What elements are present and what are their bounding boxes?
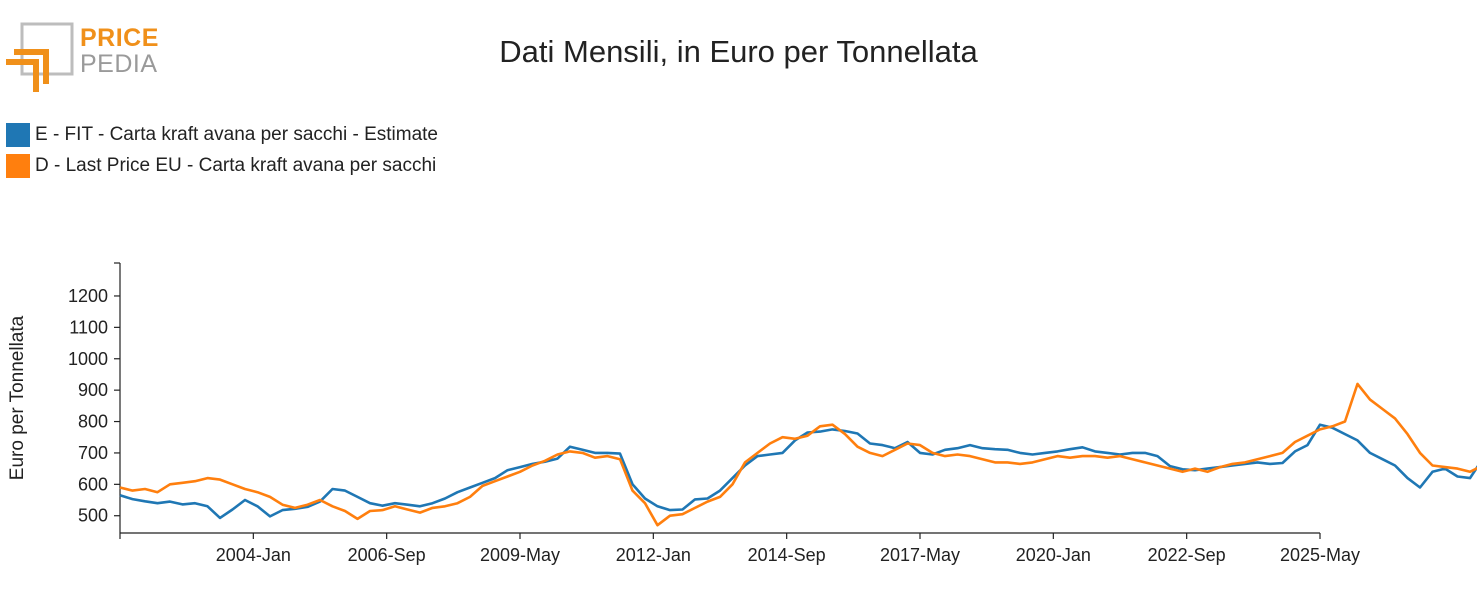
chart-legend: E - FIT - Carta kraft avana per sacchi -… <box>6 119 438 181</box>
x-tick-label: 2009-May <box>480 545 560 565</box>
y-tick-label: 1100 <box>69 317 108 337</box>
legend-label-last-price: D - Last Price EU - Carta kraft avana pe… <box>35 154 437 176</box>
y-tick-label: 700 <box>78 443 108 463</box>
logo-text-pedia: PEDIA <box>80 50 158 78</box>
x-tick-label: 2004-Jan <box>216 545 291 565</box>
y-tick-label: 900 <box>78 380 108 400</box>
legend-item-last-price[interactable]: D - Last Price EU - Carta kraft avana pe… <box>6 150 438 181</box>
x-tick-label: 2014-Sep <box>748 545 826 565</box>
y-axis-title: Euro per Tonnellata <box>7 315 28 480</box>
series-line-last-price <box>119 382 1477 527</box>
y-tick-label: 600 <box>78 474 108 494</box>
x-tick-label: 2006-Sep <box>348 545 426 565</box>
legend-swatch-last-price <box>6 153 30 178</box>
x-tick-label: 2012-Jan <box>616 545 691 565</box>
y-tick-label: 500 <box>78 506 108 526</box>
y-tick-label: 1000 <box>68 349 108 369</box>
logo-mark-icon <box>6 22 74 92</box>
y-tick-label: 1200 <box>68 286 108 306</box>
logo-text-price: PRICE <box>80 24 159 52</box>
x-tick-label: 2022-Sep <box>1148 545 1226 565</box>
y-tick-label: 800 <box>78 412 108 432</box>
pricepedia-logo: PRICE PEDIA <box>6 20 166 95</box>
series-line-estimate <box>119 423 1477 520</box>
legend-item-estimate[interactable]: E - FIT - Carta kraft avana per sacchi -… <box>6 119 438 150</box>
x-tick-label: 2020-Jan <box>1016 545 1091 565</box>
x-tick-label: 2017-May <box>880 545 960 565</box>
legend-swatch-estimate <box>6 122 30 147</box>
x-tick-label: 2025-May <box>1280 545 1360 565</box>
legend-label-estimate: E - FIT - Carta kraft avana per sacchi -… <box>35 123 438 145</box>
chart-title: Dati Mensili, in Euro per Tonnellata <box>499 34 978 69</box>
